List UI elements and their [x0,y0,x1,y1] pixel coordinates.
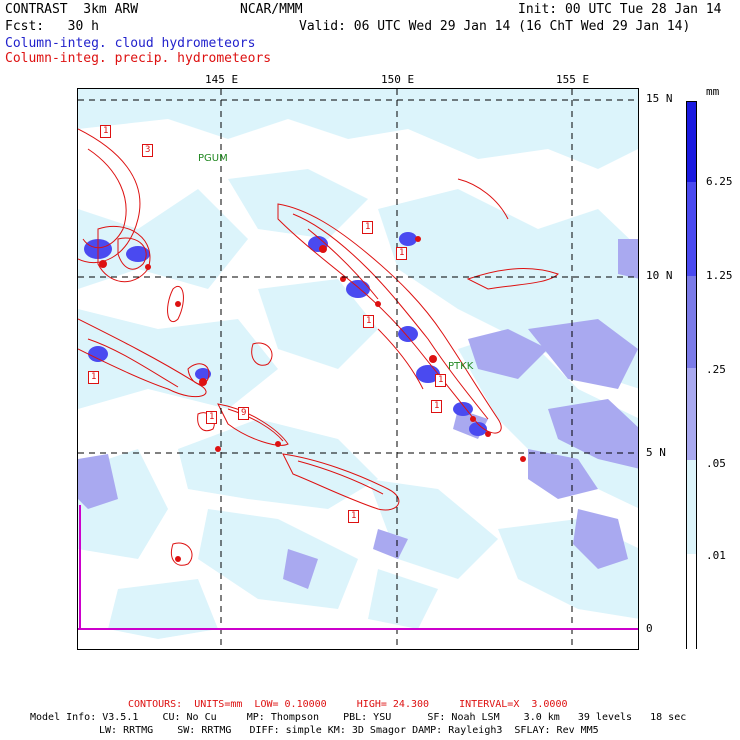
colorbar-segment [687,368,696,460]
precip-cores [99,236,526,562]
init-time: Init: 00 UTC Tue 28 Jan 14 [518,2,722,17]
contour-label: 1 [396,247,408,260]
colorbar-label: .25 [706,363,726,376]
contour-label: 1 [348,510,360,523]
station-pgum: PGUM [198,153,228,164]
colorbar-label: 6.25 [706,175,733,188]
colorbar-label: 1.25 [706,269,733,282]
contour-label: 1 [206,411,218,424]
contour-label: 1 [435,374,447,387]
precip-contours [78,128,559,566]
colorbar-segment [687,276,696,368]
contour-label: 1 [88,371,100,384]
lon-label-150: 150 E [381,73,415,86]
lat-label-5n: 5 N [646,446,666,459]
lat-label-15n: 15 N [646,92,673,105]
forecast-hour: Fcst: 30 h [5,19,99,34]
station-ptkk: PTKK [448,361,474,372]
graticule [78,89,638,649]
colorbar-segment [687,182,696,276]
lat-label-0: 0 [646,622,653,635]
colorbar [686,101,697,650]
cloud-light-fields [78,89,638,639]
lon-label-155: 155 E [556,73,590,86]
contour-label: 9 [238,407,250,420]
colorbar-segment [687,460,696,554]
colorbar-label: .05 [706,457,726,470]
lat-label-10n: 10 N [646,269,673,282]
colorbar-unit: mm [706,85,720,98]
contour-label: 1 [431,400,443,413]
colorbar-label: .01 [706,549,726,562]
contour-label: 1 [362,221,374,234]
model-info-line1: Model Info: V3.5.1 CU: No Cu MP: Thompso… [30,712,687,723]
model-info-line2: LW: RRTMG SW: RRTMG DIFF: simple KM: 3D … [99,725,599,736]
contour-label: 3 [142,144,154,157]
lon-label-145: 145 E [205,73,239,86]
organization: NCAR/MMM [240,2,303,17]
contour-label: 1 [100,125,112,138]
legend-precip: Column-integ. precip. hydrometeors [5,51,272,66]
map-panel: PGUM PTKK 1 3 1 1 1 9 1 1 1 1 1 [77,88,639,650]
contour-info: CONTOURS: UNITS=mm LOW= 0.10000 HIGH= 24… [128,699,568,710]
contour-label: 1 [363,315,375,328]
colorbar-segment [687,102,696,182]
cloud-dark-cores [84,232,487,436]
cloud-medium-fields [78,239,638,589]
colorbar-segment [687,554,696,650]
product-title: CONTRAST 3km ARW [5,2,139,17]
legend-cloud: Column-integ. cloud hydrometeors [5,36,256,51]
valid-time: Valid: 06 UTC Wed 29 Jan 14 (16 ChT Wed … [299,19,691,34]
map-canvas [78,89,638,649]
